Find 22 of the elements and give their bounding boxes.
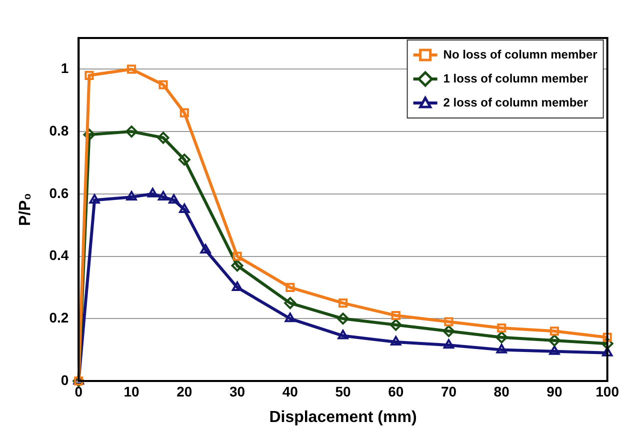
x-tick-label: 90 [546, 383, 562, 400]
x-tick-label: 50 [335, 383, 351, 400]
y-tick-label: 1 [60, 60, 69, 76]
x-tick-label: 20 [176, 383, 192, 400]
y-tick-label: 0.8 [49, 122, 69, 138]
y-tick-label: 0 [60, 372, 69, 388]
x-tick-label: 10 [124, 383, 140, 400]
y-tick-label: 0.2 [49, 309, 69, 326]
y-tick-label: 0.4 [49, 247, 69, 264]
x-tick-label: 80 [494, 383, 510, 400]
x-tick-label: 60 [388, 383, 404, 400]
x-axis-title: Displacement (mm) [269, 408, 417, 426]
x-tick-label: 0 [74, 383, 83, 400]
legend-label: 2 loss of column member [443, 95, 588, 110]
x-tick-label: 30 [229, 383, 246, 400]
legend-label: 1 loss of column member [443, 71, 588, 86]
x-tick-label: 100 [596, 383, 620, 400]
x-tick-label: 70 [440, 383, 457, 400]
legend-label: No loss of column member [443, 47, 598, 62]
y-axis-title: P/P₀ [17, 193, 34, 226]
x-tick-label: 40 [282, 383, 298, 400]
y-tick-label: 0.6 [49, 184, 69, 201]
